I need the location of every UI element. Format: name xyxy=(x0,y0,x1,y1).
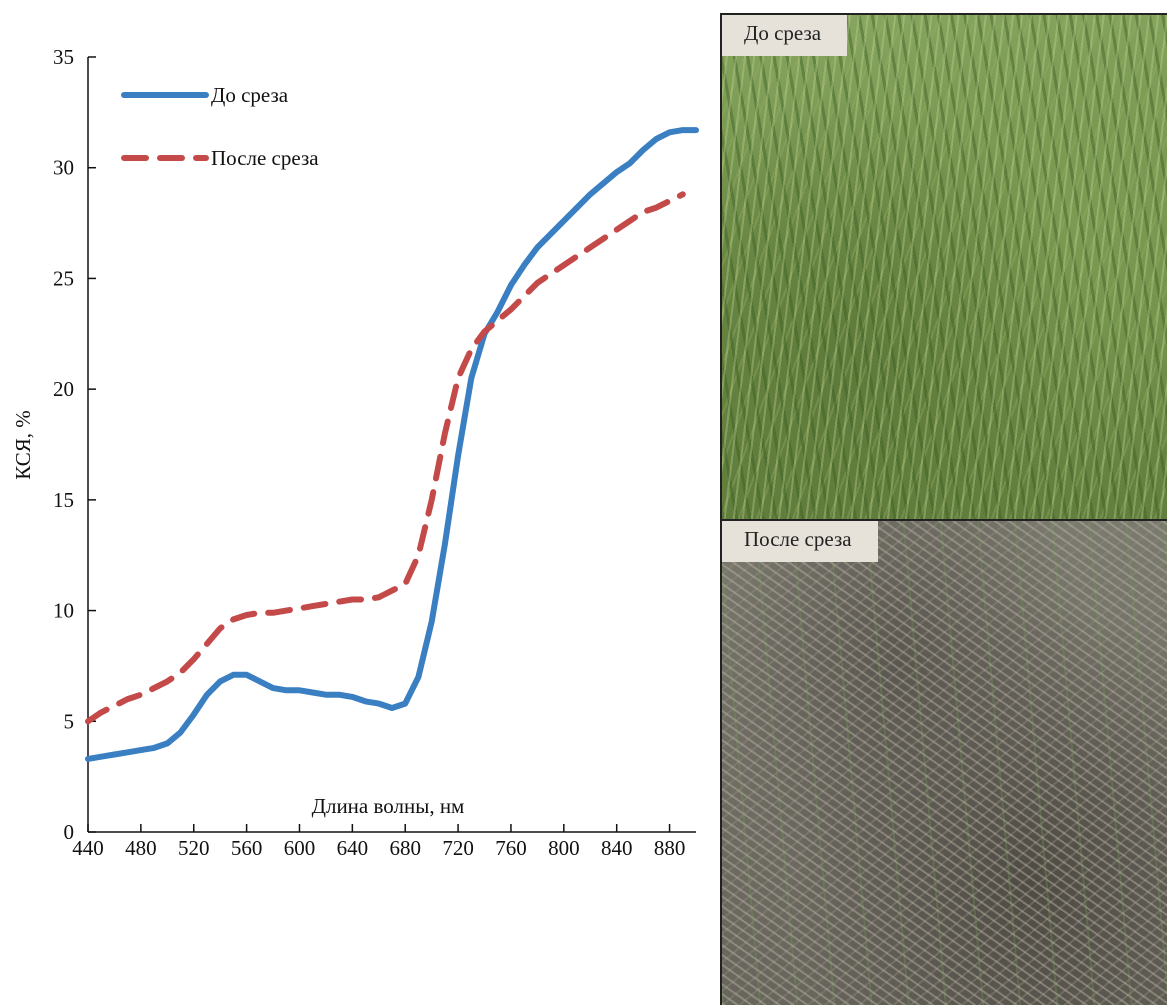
x-tick-label: 520 xyxy=(178,836,210,860)
photo-before-cut: До среза xyxy=(720,13,1167,519)
x-tick-label: 600 xyxy=(284,836,316,860)
y-tick-label: 35 xyxy=(53,45,74,69)
x-tick-label: 880 xyxy=(654,836,686,860)
x-axis-title: Длина волны, нм xyxy=(312,794,465,818)
x-tick-label: 640 xyxy=(337,836,369,860)
y-tick-label: 5 xyxy=(64,709,75,733)
chart-series xyxy=(85,127,699,762)
y-axis-title: КСЯ, % xyxy=(11,410,35,480)
x-tick-label: 680 xyxy=(389,836,421,860)
y-tick-label: 15 xyxy=(53,488,74,512)
photo-before-label: До среза xyxy=(722,15,848,56)
photo-after-label: После среза xyxy=(722,521,878,562)
x-tick-label: 760 xyxy=(495,836,527,860)
chart-ticks: 0 5 10 15 20 25 30 35 440 480 520 560 600 640 680 720 76… xyxy=(53,45,685,860)
x-tick-label: 840 xyxy=(601,836,633,860)
series-line-after xyxy=(85,191,686,725)
y-tick-label: 10 xyxy=(53,599,74,623)
chart-legend: До среза После среза xyxy=(121,83,319,170)
series-line-before xyxy=(85,127,699,762)
chart-axes xyxy=(87,57,696,833)
x-tick-label: 720 xyxy=(442,836,474,860)
x-tick-label: 480 xyxy=(125,836,157,860)
y-tick-label: 25 xyxy=(53,266,74,290)
legend-label-before: До среза xyxy=(211,83,289,107)
y-tick-label: 30 xyxy=(53,156,74,180)
x-tick-label: 800 xyxy=(548,836,580,860)
y-tick-label: 0 xyxy=(64,820,75,844)
legend-label-after: После среза xyxy=(211,146,319,170)
y-tick-label: 20 xyxy=(53,377,74,401)
x-tick-label: 440 xyxy=(72,836,104,860)
reflectance-chart: 0 5 10 15 20 25 30 35 440 480 520 560 600 640 680 720 76… xyxy=(11,45,699,860)
x-tick-label: 560 xyxy=(231,836,263,860)
photo-after-cut: После среза xyxy=(720,519,1167,1005)
